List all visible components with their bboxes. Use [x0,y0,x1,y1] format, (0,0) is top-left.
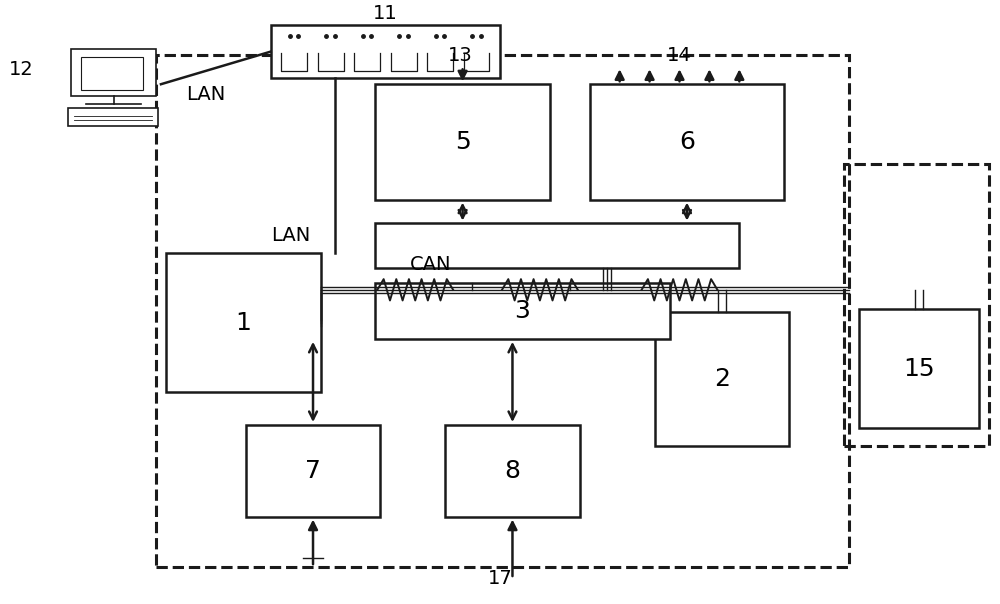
Text: 14: 14 [667,46,692,65]
Bar [590,84,784,200]
Bar [375,283,670,339]
Bar [844,164,989,446]
Text: 2: 2 [714,367,730,391]
Text: CAN: CAN [409,255,451,274]
Text: 3: 3 [514,299,530,323]
Text: 8: 8 [504,459,520,483]
Bar [271,25,500,79]
Text: 1: 1 [235,310,251,335]
Bar [375,84,550,200]
Text: 5: 5 [455,130,470,154]
Text: LAN: LAN [186,85,225,104]
Text: 6: 6 [679,130,695,154]
Bar [68,108,158,126]
Text: 11: 11 [373,4,398,23]
Bar [375,223,739,268]
Bar [166,253,320,392]
Bar [156,54,849,567]
Text: 17: 17 [488,569,512,588]
Text: 7: 7 [305,459,321,483]
Bar [246,425,380,516]
Bar [71,49,156,96]
Text: 15: 15 [903,356,935,381]
Bar [81,57,143,90]
Bar [859,309,979,428]
Text: 13: 13 [448,46,472,65]
Bar [445,425,580,516]
Text: LAN: LAN [271,226,310,245]
Text: 12: 12 [9,60,34,79]
Bar [655,312,789,446]
